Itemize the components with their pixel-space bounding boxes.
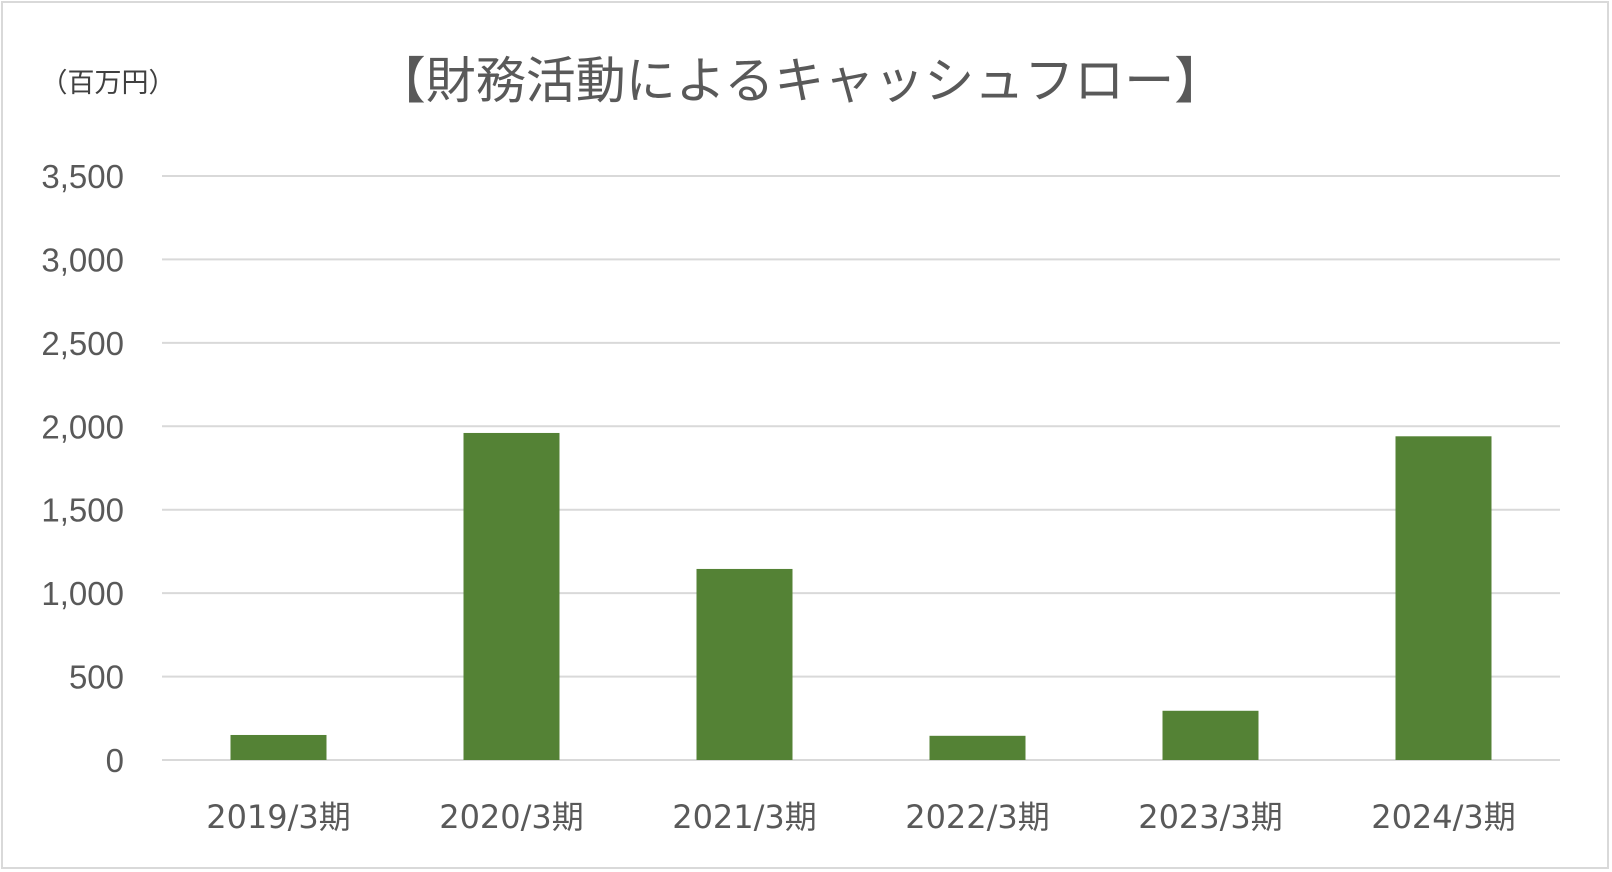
- gridlines: [162, 175, 1560, 761]
- bar: [696, 568, 793, 760]
- bar: [1395, 436, 1492, 760]
- x-tick-label: 2022/3期: [905, 798, 1050, 836]
- y-tick-label: 500: [69, 659, 124, 696]
- x-tick-label: 2021/3期: [672, 798, 817, 836]
- x-tick-label: 2020/3期: [439, 798, 584, 836]
- unit-label: （百万円）: [41, 68, 176, 99]
- y-tick-label: 2,000: [41, 408, 124, 445]
- chart-title: 【財務活動によるキャッシュフロー】: [376, 52, 1225, 110]
- bars: [230, 432, 1492, 760]
- y-tick-label: 1,500: [41, 492, 124, 529]
- bar: [1162, 710, 1259, 760]
- y-tick-label: 2,500: [41, 325, 124, 362]
- y-tick-label: 3,000: [41, 241, 124, 278]
- bar: [929, 735, 1026, 760]
- x-axis-ticks: 2019/3期 2020/3期 2021/3期 2022/3期 2023/3期 2024/…: [206, 798, 1516, 836]
- y-tick-label: 1,000: [41, 575, 124, 612]
- x-tick-label: 2019/3期: [206, 798, 351, 836]
- y-tick-label: 3,500: [41, 158, 124, 195]
- y-tick-label: 0: [106, 742, 124, 779]
- bar: [230, 734, 327, 760]
- x-tick-label: 2024/3期: [1371, 798, 1516, 836]
- bar: [463, 432, 560, 760]
- x-tick-label: 2023/3期: [1138, 798, 1283, 836]
- y-axis-ticks: 0 500 1,000 1,500 2,000 2,500 3,000 3,500: [41, 158, 124, 779]
